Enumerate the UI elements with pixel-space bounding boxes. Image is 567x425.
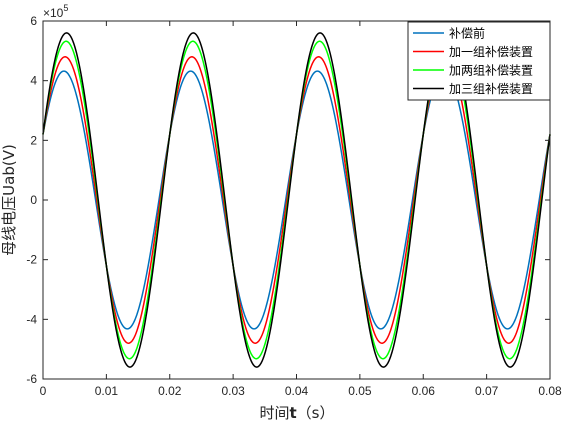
- y-tick-label: 0: [30, 193, 37, 207]
- y-tick-label: -6: [26, 372, 37, 386]
- legend-label-4: 加三组补偿装置: [449, 81, 533, 96]
- legend-label-1: 补偿前: [449, 26, 485, 41]
- y-tick-label: 4: [30, 74, 37, 88]
- x-tick-label: 0.02: [158, 384, 182, 398]
- x-tick-label: 0.07: [475, 384, 499, 398]
- x-tick-labels: 0 0.01 0.02 0.03 0.04 0.05 0.06 0.07 0.08: [40, 384, 562, 398]
- legend-label-3: 加两组补偿装置: [449, 63, 533, 78]
- x-axis-label: 时间t（s）: [259, 404, 334, 422]
- legend-box: [407, 21, 551, 101]
- legend-label-2: 加一组补偿装置: [449, 44, 533, 59]
- x-tick-label: 0.03: [221, 384, 245, 398]
- x-tick-label: 0.01: [95, 384, 119, 398]
- x-tick-label: 0: [40, 384, 47, 398]
- x-tick-label: 0.06: [412, 384, 436, 398]
- y-tick-label: 6: [30, 14, 37, 28]
- x-tick-label: 0.08: [538, 384, 562, 398]
- x-tick-label: 0.04: [285, 384, 309, 398]
- series-line-1: [42, 70, 551, 330]
- x-tick-label: 0.05: [348, 384, 372, 398]
- y-tick-labels: -6 -4 -2 0 2 4 6: [26, 14, 37, 386]
- y-axis-label: 母线电压Uab(V): [0, 144, 18, 256]
- y-tick-label: 2: [30, 133, 37, 147]
- y-tick-label: -2: [26, 253, 37, 267]
- y-tick-label: -4: [26, 312, 37, 326]
- y-axis-exponent: ×105: [43, 3, 68, 20]
